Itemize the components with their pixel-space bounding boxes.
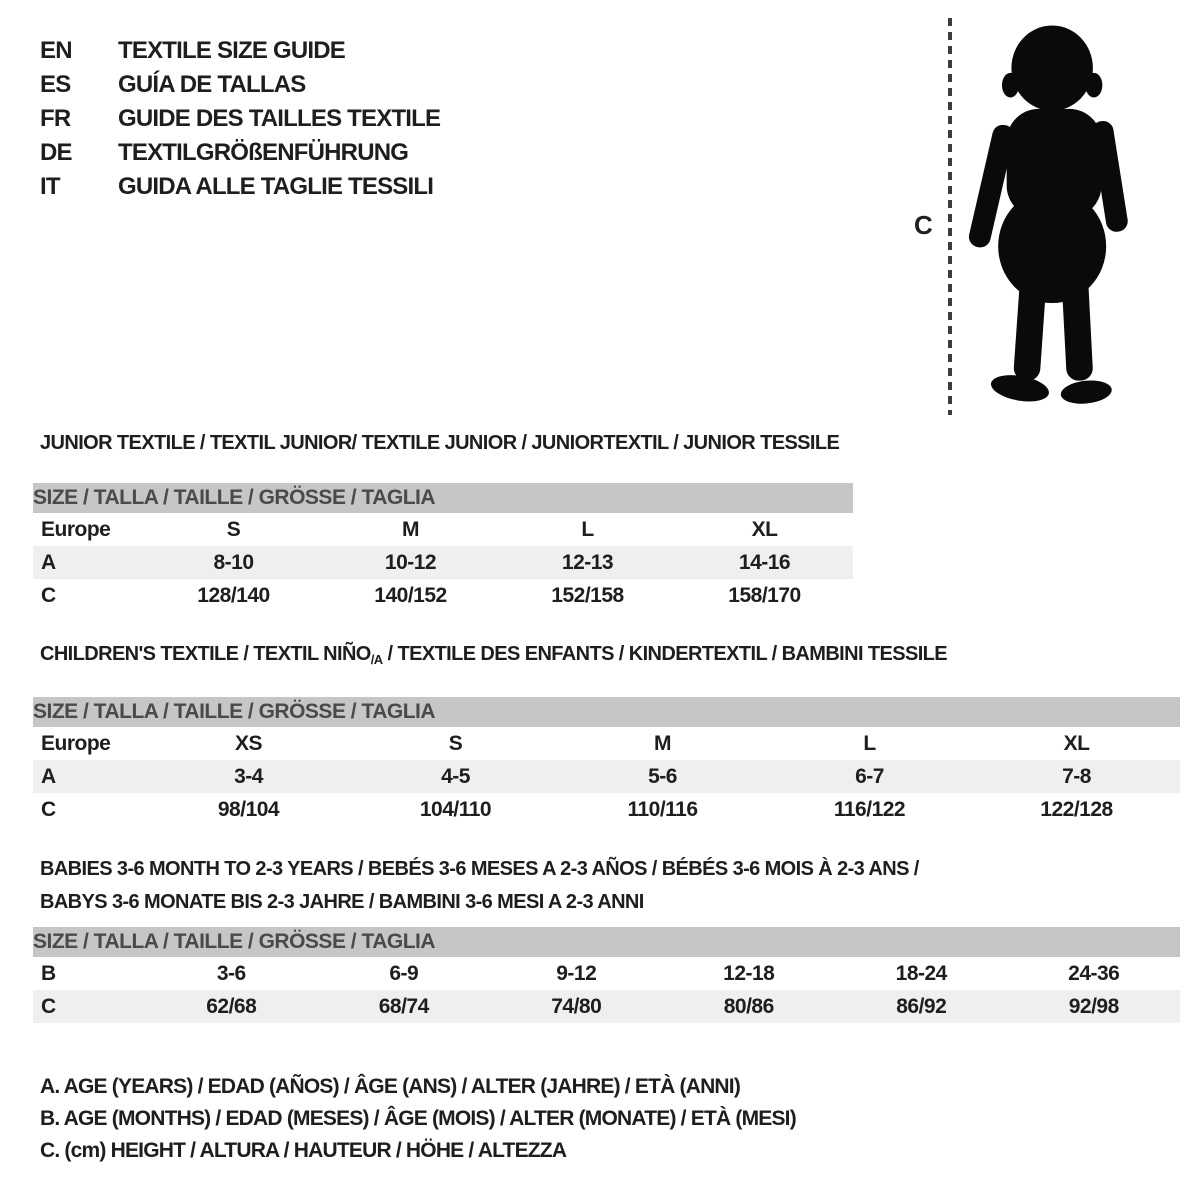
lang-row-fr: FR GUIDE DES TAILLES TEXTILE bbox=[40, 102, 441, 136]
babies-section-title: BABIES 3-6 MONTH TO 2-3 YEARS / BEBÉS 3-… bbox=[40, 853, 1180, 919]
height-cell: 62/68 bbox=[206, 994, 257, 1018]
months-cell: 9-12 bbox=[556, 961, 597, 985]
legend-line-a: A. AGE (YEARS) / EDAD (AÑOS) / ÂGE (ANS)… bbox=[40, 1075, 741, 1098]
children-title-main: CHILDREN'S TEXTILE / TEXTIL NIÑO bbox=[40, 643, 371, 665]
babies-size-table: SIZE / TALLA / TAILLE / GRÖSSE / TAGLIA … bbox=[33, 927, 1180, 1023]
legend-line-c: C. (cm) HEIGHT / ALTURA / HAUTEUR / HÖHE… bbox=[40, 1139, 567, 1162]
height-measure-dashed-line bbox=[948, 18, 952, 415]
table-row-age: A 8-10 10-12 12-13 14-16 bbox=[33, 546, 853, 579]
lang-row-de: DE TEXTILGRÖßENFÜHRUNG bbox=[40, 136, 440, 170]
height-cell: 68/74 bbox=[378, 994, 430, 1018]
lang-title: TEXTILGRÖßENFÜHRUNG bbox=[118, 139, 409, 166]
height-cell: 104/110 bbox=[419, 797, 492, 821]
height-cell: 74/80 bbox=[551, 994, 602, 1018]
months-cell: 18-24 bbox=[895, 961, 948, 985]
age-cell: 14-16 bbox=[738, 550, 791, 574]
children-size-table: SIZE / TALLA / TAILLE / GRÖSSE / TAGLIA … bbox=[33, 697, 1180, 826]
height-cell: 92/98 bbox=[1068, 994, 1120, 1018]
children-title-sub: /A bbox=[370, 652, 383, 667]
height-cell: 140/152 bbox=[374, 583, 447, 607]
junior-size-table: SIZE / TALLA / TAILLE / GRÖSSE / TAGLIA … bbox=[33, 483, 853, 612]
junior-section: JUNIOR TEXTILE / TEXTIL JUNIOR/ TEXTILE … bbox=[33, 433, 853, 612]
table-row-height: C 62/68 68/74 74/80 80/86 86/92 92/98 bbox=[33, 990, 1180, 1023]
age-cell: 5-6 bbox=[648, 764, 677, 788]
lang-code: ES bbox=[40, 71, 71, 98]
height-cell: 116/122 bbox=[833, 797, 906, 821]
size-cell: S bbox=[448, 731, 463, 755]
size-header-band: SIZE / TALLA / TAILLE / GRÖSSE / TAGLIA bbox=[33, 927, 1180, 957]
size-cell: XS bbox=[234, 731, 263, 755]
babies-title-line2: BABYS 3-6 MONATE BIS 2-3 JAHRE / BAMBINI… bbox=[40, 891, 644, 913]
height-measure-label: C bbox=[914, 210, 933, 240]
children-section: CHILDREN'S TEXTILE / TEXTIL NIÑO/A / TEX… bbox=[33, 644, 1180, 826]
size-cell: L bbox=[863, 731, 876, 755]
babies-section: BABIES 3-6 MONTH TO 2-3 YEARS / BEBÉS 3-… bbox=[33, 853, 1180, 1023]
legend: A. AGE (YEARS) / EDAD (AÑOS) / ÂGE (ANS)… bbox=[40, 1071, 797, 1167]
table-row-europe: Europe S M L XL bbox=[33, 513, 853, 546]
table-row-europe: Europe XS S M L XL bbox=[33, 727, 1180, 760]
junior-section-title: JUNIOR TEXTILE / TEXTIL JUNIOR/ TEXTILE … bbox=[40, 432, 840, 454]
row-label: C bbox=[41, 994, 56, 1018]
legend-line-b: B. AGE (MONTHS) / EDAD (MESES) / ÂGE (MO… bbox=[40, 1107, 797, 1130]
row-label: A bbox=[41, 764, 56, 788]
row-label: C bbox=[41, 583, 56, 607]
size-cell: XL bbox=[751, 517, 778, 541]
size-cell: M bbox=[654, 731, 672, 755]
age-cell: 6-7 bbox=[855, 764, 884, 788]
size-cell: XL bbox=[1063, 731, 1090, 755]
row-label: Europe bbox=[41, 517, 111, 541]
toddler-silhouette-icon bbox=[968, 25, 1128, 404]
height-cell: 86/92 bbox=[896, 994, 947, 1018]
size-header-band: SIZE / TALLA / TAILLE / GRÖSSE / TAGLIA bbox=[33, 697, 1180, 727]
lang-code: EN bbox=[40, 37, 73, 64]
age-cell: 10-12 bbox=[384, 550, 437, 574]
size-cell: S bbox=[226, 517, 241, 541]
language-title-list: EN TEXTILE SIZE GUIDE ES GUÍA DE TALLAS … bbox=[40, 34, 441, 204]
lang-title: GUIDE DES TAILLES TEXTILE bbox=[118, 105, 441, 132]
months-cell: 3-6 bbox=[216, 961, 246, 985]
size-cell: L bbox=[581, 517, 594, 541]
height-cell: 98/104 bbox=[217, 797, 280, 821]
age-cell: 3-4 bbox=[234, 764, 263, 788]
lang-row-es: ES GUÍA DE TALLAS bbox=[40, 68, 440, 102]
table-row-height: C 98/104 104/110 110/116 116/122 122/128 bbox=[33, 793, 1180, 826]
row-label: C bbox=[41, 797, 56, 821]
height-cell: 158/170 bbox=[728, 583, 801, 607]
months-cell: 24-36 bbox=[1068, 961, 1120, 985]
row-label: Europe bbox=[41, 731, 111, 755]
height-cell: 80/86 bbox=[723, 994, 775, 1018]
height-cell: 152/158 bbox=[551, 583, 624, 607]
months-cell: 6-9 bbox=[389, 961, 419, 985]
lang-row-it: IT GUIDA ALLE TAGLIE TESSILI bbox=[40, 170, 440, 204]
lang-row-en: EN TEXTILE SIZE GUIDE bbox=[40, 34, 440, 68]
babies-title-line1: BABIES 3-6 MONTH TO 2-3 YEARS / BEBÉS 3-… bbox=[40, 858, 919, 880]
size-header-band: SIZE / TALLA / TAILLE / GRÖSSE / TAGLIA bbox=[33, 483, 853, 513]
age-cell: 7-8 bbox=[1062, 764, 1091, 788]
age-cell: 12-13 bbox=[561, 550, 614, 574]
lang-code: IT bbox=[40, 173, 61, 200]
lang-code: DE bbox=[40, 139, 73, 166]
table-row-months: B 3-6 6-9 9-12 12-18 18-24 24-36 bbox=[33, 957, 1180, 990]
lang-title: TEXTILE SIZE GUIDE bbox=[118, 37, 346, 64]
lang-title: GUIDA ALLE TAGLIE TESSILI bbox=[118, 173, 434, 200]
children-section-title: CHILDREN'S TEXTILE / TEXTIL NIÑO/A / TEX… bbox=[40, 644, 1180, 670]
age-cell: 8-10 bbox=[213, 550, 254, 574]
table-row-age: A 3-4 4-5 5-6 6-7 7-8 bbox=[33, 760, 1180, 793]
height-cell: 110/116 bbox=[627, 797, 698, 821]
table-row-height: C 128/140 140/152 152/158 158/170 bbox=[33, 579, 853, 612]
months-cell: 12-18 bbox=[723, 961, 775, 985]
age-cell: 4-5 bbox=[441, 764, 470, 788]
height-cell: 122/128 bbox=[1040, 797, 1113, 821]
row-label: A bbox=[41, 550, 56, 574]
lang-title: GUÍA DE TALLAS bbox=[118, 71, 306, 98]
height-cell: 128/140 bbox=[197, 583, 270, 607]
children-title-rest: / TEXTILE DES ENFANTS / KINDERTEXTIL / B… bbox=[382, 643, 948, 665]
size-cell: M bbox=[402, 517, 420, 541]
row-label: B bbox=[41, 961, 56, 985]
lang-code: FR bbox=[40, 105, 71, 132]
